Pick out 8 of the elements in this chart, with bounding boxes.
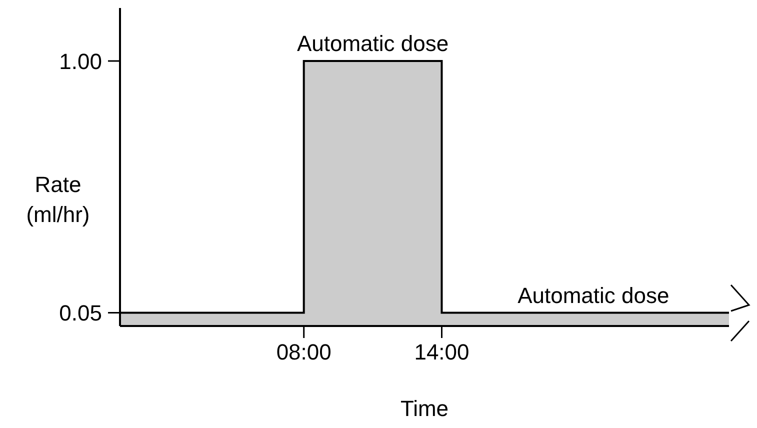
y-axis-title: Rate (ml/hr) [26, 172, 90, 228]
x-tick-label: 08:00 [276, 340, 332, 365]
annotation: Automatic dose [296, 31, 449, 56]
x-tick-label: 14:00 [414, 340, 470, 365]
annotation: Automatic dose [518, 282, 670, 308]
y-tick-label: 0.05 [59, 300, 102, 326]
x-axis-title: Time [400, 396, 449, 421]
y-tick-label: 1.00 [59, 48, 102, 74]
